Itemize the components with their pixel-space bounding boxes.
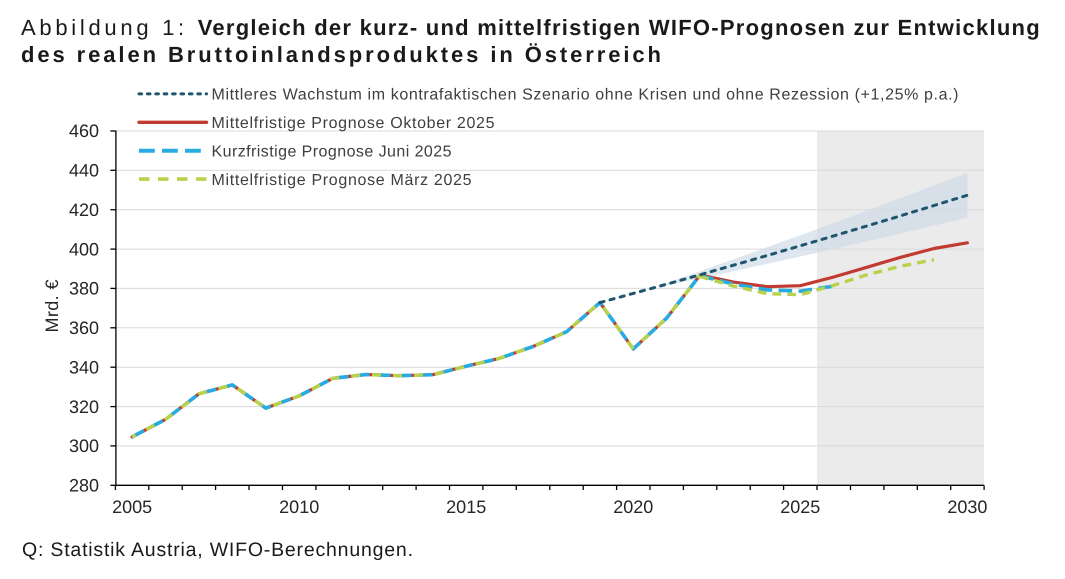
- svg-text:Mittelfristige Prognose März 2: Mittelfristige Prognose März 2025: [212, 172, 472, 189]
- svg-text:2010: 2010: [279, 497, 319, 517]
- svg-text:Mrd. €: Mrd. €: [42, 280, 62, 333]
- svg-text:2015: 2015: [446, 497, 486, 517]
- svg-text:des realen Bruttoinlandsproduk: des realen Bruttoinlandsproduktes in Öst…: [21, 42, 661, 67]
- svg-text:420: 420: [69, 200, 99, 220]
- svg-text:Abbildung 1: Vergleich der kur: Abbildung 1: Vergleich der kurz- und mit…: [21, 15, 1040, 40]
- svg-text:440: 440: [69, 161, 99, 181]
- svg-text:360: 360: [69, 318, 99, 338]
- svg-text:2030: 2030: [947, 497, 987, 517]
- svg-text:2005: 2005: [112, 497, 152, 517]
- svg-text:2025: 2025: [780, 497, 820, 517]
- svg-text:2020: 2020: [613, 497, 653, 517]
- svg-text:Kurzfristige Prognose Juni 202: Kurzfristige Prognose Juni 2025: [212, 144, 452, 161]
- svg-text:Mittleres Wachstum im kontrafa: Mittleres Wachstum im kontrafaktischen S…: [212, 87, 959, 104]
- svg-text:380: 380: [69, 279, 99, 299]
- svg-text:340: 340: [69, 357, 99, 377]
- svg-text:400: 400: [69, 239, 99, 259]
- svg-text:300: 300: [69, 436, 99, 456]
- svg-text:Q: Statistik Austria, WIFO-Ber: Q: Statistik Austria, WIFO-Berechnungen.: [22, 539, 413, 561]
- svg-text:280: 280: [69, 476, 99, 496]
- svg-text:460: 460: [69, 121, 99, 141]
- svg-text:Mittelfristige Prognose Oktobe: Mittelfristige Prognose Oktober 2025: [212, 115, 495, 132]
- svg-text:320: 320: [69, 397, 99, 417]
